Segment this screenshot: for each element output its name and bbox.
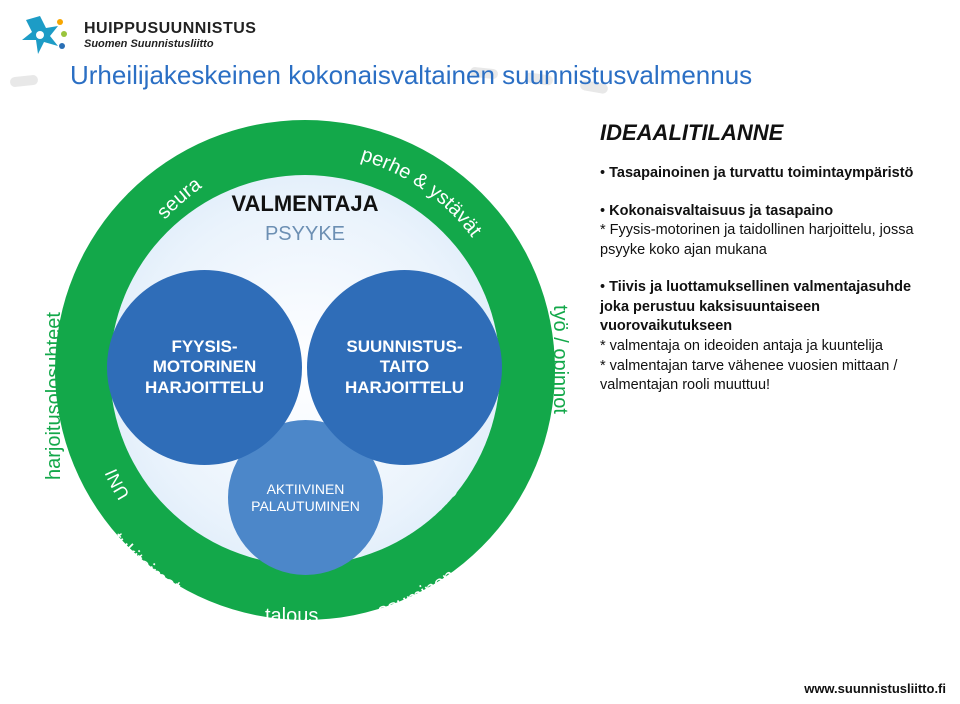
ring-label-talous: talous — [265, 605, 318, 628]
ideal-bullet-1: • Tasapainoinen ja turvattu toimintaympä… — [600, 164, 930, 184]
ideal-title: IDEAALITILANNE — [600, 120, 930, 146]
ideal-column: IDEAALITILANNE • Tasapainoinen ja turvat… — [600, 120, 930, 414]
ring-label-asuminen: asuminen — [375, 565, 460, 623]
brand-subtitle: Suomen Suunnistusliitto — [84, 38, 256, 50]
ideal-bullet-2: • Kokonaisvaltaisuus ja tasapaino * Fyys… — [600, 202, 930, 261]
side-label-right: työ / opinnot — [548, 305, 571, 455]
ideal-b3-head: Tiivis ja luottamuksellinen valmentajasu… — [600, 279, 911, 334]
header: HUIPPUSUUNNISTUS Suomen Suunnistusliitto — [18, 14, 256, 56]
svg-text:asuminen: asuminen — [375, 565, 460, 623]
bottom-circle-label: AKTIIVINEN PALAUTUMINEN — [251, 481, 360, 515]
svg-text:UNI: UNI — [101, 466, 133, 503]
center-top-label: VALMENTAJA — [231, 191, 378, 217]
ring-label-tukitoimet: tukitoimet — [106, 529, 184, 599]
right-circle-label: SUUNNISTUS- TAITO HARJOITTELU — [345, 337, 464, 398]
ideal-bullet-3: • Tiivis ja luottamuksellinen valmentaja… — [600, 278, 930, 395]
side-label-left: harjoitusolosuhteet — [43, 260, 66, 480]
footer-url: www.suunnistusliitto.fi — [804, 681, 946, 696]
logo-icon — [18, 14, 74, 56]
ideal-b3-sub1: * valmentaja on ideoiden antaja ja kuunt… — [600, 338, 883, 354]
left-circle: FYYSIS- MOTORINEN HARJOITTELU — [107, 270, 302, 465]
concept-diagram: seura perhe & ystävät UNI RAVINTO tukito… — [45, 110, 565, 630]
ideal-b3-sub2: * valmentajan tarve vähenee vuosien mitt… — [600, 358, 897, 394]
ideal-b1-head: Tasapainoinen ja turvattu toimintaympäri… — [609, 165, 913, 181]
page-title: Urheilijakeskeinen kokonaisvaltainen suu… — [70, 60, 752, 91]
ring-label-uni: UNI — [101, 466, 133, 503]
svg-text:tukitoimet: tukitoimet — [106, 529, 184, 599]
left-circle-label: FYYSIS- MOTORINEN HARJOITTELU — [145, 337, 264, 398]
right-circle: SUUNNISTUS- TAITO HARJOITTELU — [307, 270, 502, 465]
center-sub-label: PSYYKE — [231, 223, 378, 246]
ideal-b2-sub: * Fyysis-motorinen ja taidollinen harjoi… — [600, 222, 914, 258]
brand-title: HUIPPUSUUNNISTUS — [84, 20, 256, 38]
ideal-b2-head: Kokonaisvaltaisuus ja tasapaino — [609, 203, 833, 219]
